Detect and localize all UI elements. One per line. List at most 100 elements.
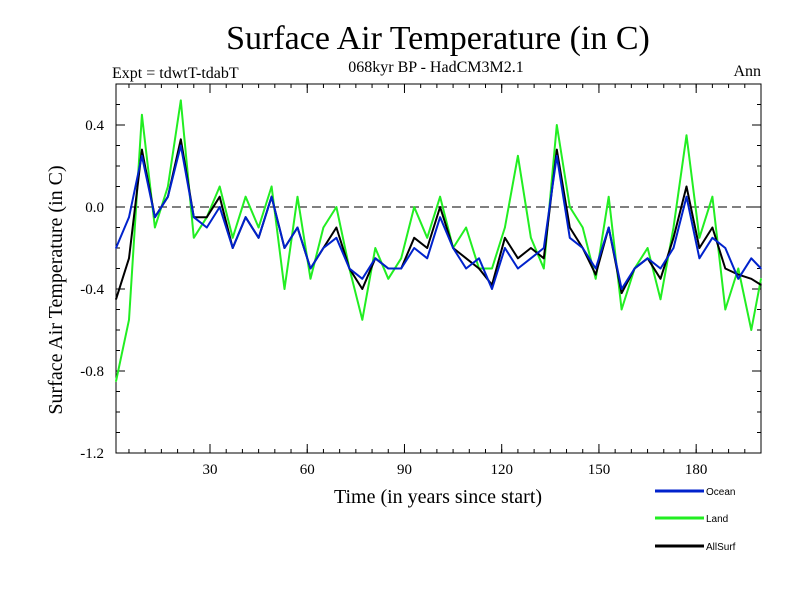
y-tick-label: -1.2 xyxy=(80,446,104,462)
data-point-allsurf xyxy=(128,257,130,260)
data-point-allsurf xyxy=(141,148,143,151)
data-point-ocean xyxy=(180,144,182,147)
data-point-land xyxy=(335,206,338,208)
data-point-ocean xyxy=(257,236,260,239)
data-point-ocean xyxy=(659,267,662,270)
data-point-ocean xyxy=(335,236,338,239)
data-point-land xyxy=(724,308,727,311)
series-line-land xyxy=(115,99,762,382)
data-point-allsurf xyxy=(685,185,688,188)
data-point-ocean xyxy=(711,236,714,239)
data-point-ocean xyxy=(607,226,610,229)
data-point-ocean xyxy=(530,257,532,260)
data-point-land xyxy=(270,185,273,188)
data-point-land xyxy=(556,124,558,126)
data-point-allsurf xyxy=(517,257,519,260)
data-point-allsurf xyxy=(465,257,467,260)
data-point-ocean xyxy=(556,154,558,157)
x-tick-label: 120 xyxy=(490,462,513,478)
x-tick-label: 90 xyxy=(397,462,412,478)
data-point-ocean xyxy=(374,257,377,260)
x-tick-label: 30 xyxy=(202,462,217,478)
data-point-ocean xyxy=(154,216,156,219)
chart-title: Surface Air Temperature (in C) xyxy=(226,20,650,57)
chart-subtitle: 068kyr BP - HadCM3M2.1 xyxy=(348,59,523,76)
data-point-allsurf xyxy=(530,247,532,249)
data-point-land xyxy=(426,236,428,239)
season-label: Ann xyxy=(733,63,761,80)
data-point-ocean xyxy=(361,277,364,280)
data-point-ocean xyxy=(685,195,688,198)
data-point-land xyxy=(711,195,714,198)
data-point-ocean xyxy=(400,267,403,270)
data-point-ocean xyxy=(491,288,493,290)
data-point-land xyxy=(400,257,403,260)
data-point-ocean xyxy=(205,226,208,229)
data-point-land xyxy=(244,195,247,198)
x-tick-label: 60 xyxy=(300,462,315,478)
data-point-allsurf xyxy=(711,226,714,229)
data-point-allsurf xyxy=(672,236,675,239)
data-point-land xyxy=(387,277,390,280)
data-point-ocean xyxy=(737,277,740,280)
data-point-ocean xyxy=(309,267,312,270)
data-point-allsurf xyxy=(413,236,415,239)
data-point-allsurf xyxy=(698,247,701,249)
data-point-ocean xyxy=(426,257,428,260)
data-point-land xyxy=(543,267,545,270)
data-point-allsurf xyxy=(620,292,623,294)
data-point-land xyxy=(283,288,286,290)
data-point-land xyxy=(167,185,169,188)
data-point-land xyxy=(659,298,662,301)
data-point-ocean xyxy=(504,247,506,249)
data-point-ocean xyxy=(646,257,649,260)
data-point-ocean xyxy=(322,247,325,249)
data-point-land xyxy=(568,206,571,208)
data-point-land xyxy=(374,247,377,249)
data-point-ocean xyxy=(439,216,441,219)
data-point-ocean xyxy=(218,206,221,208)
data-point-allsurf xyxy=(737,273,740,276)
data-point-land xyxy=(517,154,519,157)
data-point-ocean xyxy=(672,247,675,249)
data-point-allsurf xyxy=(439,206,441,208)
data-point-ocean xyxy=(698,257,701,260)
data-point-land xyxy=(309,277,312,280)
data-point-ocean xyxy=(750,257,753,260)
data-point-land xyxy=(192,236,195,239)
data-point-ocean xyxy=(760,267,762,270)
data-point-ocean xyxy=(452,247,454,249)
experiment-label: Expt = tdwtT-tdabT xyxy=(112,65,239,82)
y-tick-label: -0.8 xyxy=(80,364,104,380)
data-point-allsurf xyxy=(115,298,117,301)
data-point-land xyxy=(620,308,623,311)
data-point-land xyxy=(491,267,493,270)
data-point-ocean xyxy=(231,247,234,249)
legend-label-land: Land xyxy=(706,514,728,525)
data-point-land xyxy=(698,236,701,239)
data-point-land xyxy=(218,185,221,188)
data-point-allsurf xyxy=(180,138,182,141)
data-point-allsurf xyxy=(659,277,662,280)
data-point-allsurf xyxy=(594,273,597,276)
data-point-ocean xyxy=(633,267,636,270)
data-point-land xyxy=(141,113,143,116)
data-point-land xyxy=(115,380,117,383)
data-point-ocean xyxy=(244,216,247,219)
data-point-land xyxy=(439,195,441,198)
data-point-ocean xyxy=(543,247,545,249)
data-point-ocean xyxy=(594,267,597,270)
data-point-allsurf xyxy=(504,236,506,239)
data-point-ocean xyxy=(413,247,415,249)
data-point-ocean xyxy=(115,247,117,249)
data-point-ocean xyxy=(270,195,273,198)
data-point-ocean xyxy=(283,247,286,249)
y-axis-label: Surface Air Temperature (in C) xyxy=(45,165,67,414)
data-point-ocean xyxy=(167,195,169,198)
plot-area: 30 60 90 120 150 180 -1.2 -0.8 -0.4 0.0 0.4 xyxy=(80,83,762,478)
data-point-land xyxy=(737,267,740,270)
data-point-ocean xyxy=(128,216,130,219)
data-point-ocean xyxy=(141,154,143,157)
data-point-land xyxy=(231,236,234,239)
